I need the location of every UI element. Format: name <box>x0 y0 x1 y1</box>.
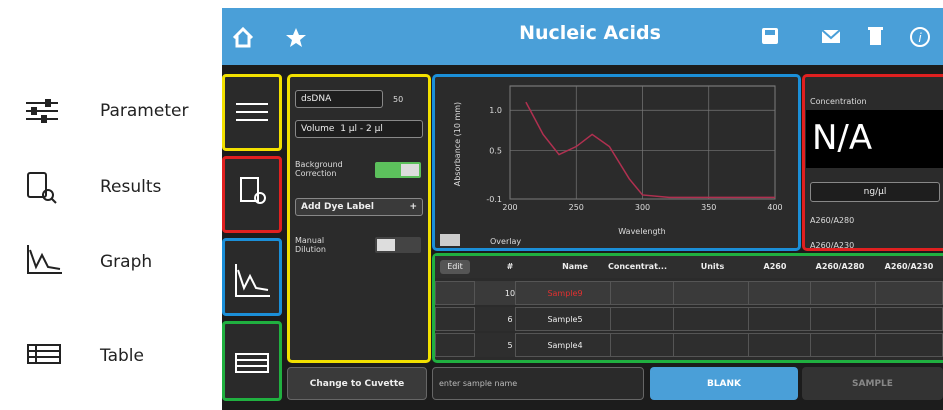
cell-border <box>435 281 475 305</box>
table-row <box>435 333 943 357</box>
concentration-value: N/A <box>806 110 943 168</box>
overlay-label: Overlay <box>490 237 521 246</box>
background-correction-label: Background Correction <box>295 160 343 178</box>
sample-name: Sample4 <box>547 341 583 350</box>
cell-border <box>747 307 749 331</box>
unit-dropdown[interactable]: ng/µl <box>810 182 940 202</box>
legend-label: Graph <box>100 252 153 272</box>
legend-icons <box>26 99 62 364</box>
header-icons[interactable]: i <box>222 8 943 65</box>
y-tick-label: 1.0 <box>489 106 502 115</box>
column-header: A260/A280 <box>815 262 865 271</box>
add-dye-label-button[interactable]: Add Dye Label + <box>295 198 423 216</box>
cell-border <box>672 333 674 357</box>
table-row <box>435 307 943 331</box>
cell-border <box>610 281 611 305</box>
header-row <box>435 256 943 278</box>
column-header: A260 <box>763 262 787 271</box>
sidebar-icons <box>235 103 270 373</box>
row-number: 5 <box>507 341 513 350</box>
x-axis-label: Wavelength <box>618 227 665 236</box>
x-tick-label: 200 <box>502 203 517 212</box>
legend-label: Parameter <box>100 101 189 121</box>
x-tick-label: 400 <box>767 203 782 212</box>
svg-text:i: i <box>918 31 922 45</box>
y-tick-label: 0.5 <box>489 147 502 156</box>
volume-value: 1 µl - 2 µl <box>340 124 383 134</box>
cell-border <box>672 307 674 331</box>
cell-border <box>875 307 876 331</box>
cell-border <box>435 307 475 331</box>
row-number: 10 <box>504 289 516 298</box>
y-tick-label: -0.1 <box>486 195 502 204</box>
sample-button[interactable]: SAMPLE <box>802 367 943 400</box>
sample-type-dropdown[interactable]: dsDNA <box>295 90 383 108</box>
graph-tab[interactable] <box>222 238 282 316</box>
change-to-cuvette-button[interactable]: Change to Cuvette <box>287 367 427 400</box>
blank-button[interactable]: BLANK <box>650 367 798 400</box>
column-header: Concentrat... <box>607 262 668 271</box>
column-header: A260/A230 <box>884 262 934 271</box>
edit-button[interactable]: Edit <box>440 260 470 274</box>
spectrum-curve <box>525 101 775 199</box>
ratio2-label: A260/A230 <box>810 241 855 248</box>
volume-dropdown[interactable]: Volume 1 µl - 2 µl <box>295 120 423 138</box>
volume-label: Volume <box>301 124 335 134</box>
sample-name-input[interactable]: enter sample name <box>432 367 644 400</box>
ratio1-label: A260/A280 <box>810 216 855 225</box>
legend-label: Results <box>100 177 162 197</box>
column-header: Name <box>562 262 588 271</box>
column-header: # <box>506 262 514 271</box>
x-tick-label: 350 <box>701 203 716 212</box>
parameter-panel <box>287 74 431 363</box>
cell-border <box>435 333 475 357</box>
graph: Absorbance (10 mm) Wavelength Overlay 20… <box>440 85 783 246</box>
table: Edit # Name Concentrat... Units A260 A260/A280… <box>435 256 943 360</box>
sample-type: dsDNA <box>301 94 332 104</box>
cell-border <box>610 307 611 331</box>
cell-border <box>875 333 876 357</box>
cell-border <box>747 333 749 357</box>
cell-border <box>810 333 811 357</box>
cell-border <box>810 281 811 305</box>
background-toggle[interactable] <box>375 162 421 178</box>
header-title: Nucleic Acids <box>519 22 661 44</box>
manual-dilution-label: Manual Dilution <box>295 236 326 254</box>
table-row <box>435 281 943 305</box>
add-symbol: + <box>409 202 417 212</box>
overlay-toggle[interactable] <box>440 234 460 246</box>
legend-label: Table <box>100 346 144 366</box>
results-tab[interactable] <box>222 156 282 233</box>
add-dye-label: Add Dye Label <box>301 202 374 212</box>
x-tick-label: 250 <box>569 203 584 212</box>
cell-border <box>672 281 674 305</box>
dilution-toggle[interactable] <box>375 237 421 253</box>
cell-border <box>810 307 811 331</box>
sample-name: Sample9 <box>547 289 583 298</box>
row-number: 6 <box>507 315 513 324</box>
y-axis-label: Absorbance (10 mm) <box>453 102 462 186</box>
cell-border <box>747 281 749 305</box>
graph-panel <box>432 74 801 251</box>
factor: 50 <box>393 95 404 104</box>
cell-border <box>610 333 611 357</box>
unit: ng/µl <box>863 187 887 197</box>
cell-border <box>875 281 876 305</box>
concentration-title: Concentration <box>810 97 867 106</box>
x-tick-label: 300 <box>635 203 650 212</box>
column-header: Units <box>700 262 725 271</box>
sample-name: Sample5 <box>547 315 583 324</box>
